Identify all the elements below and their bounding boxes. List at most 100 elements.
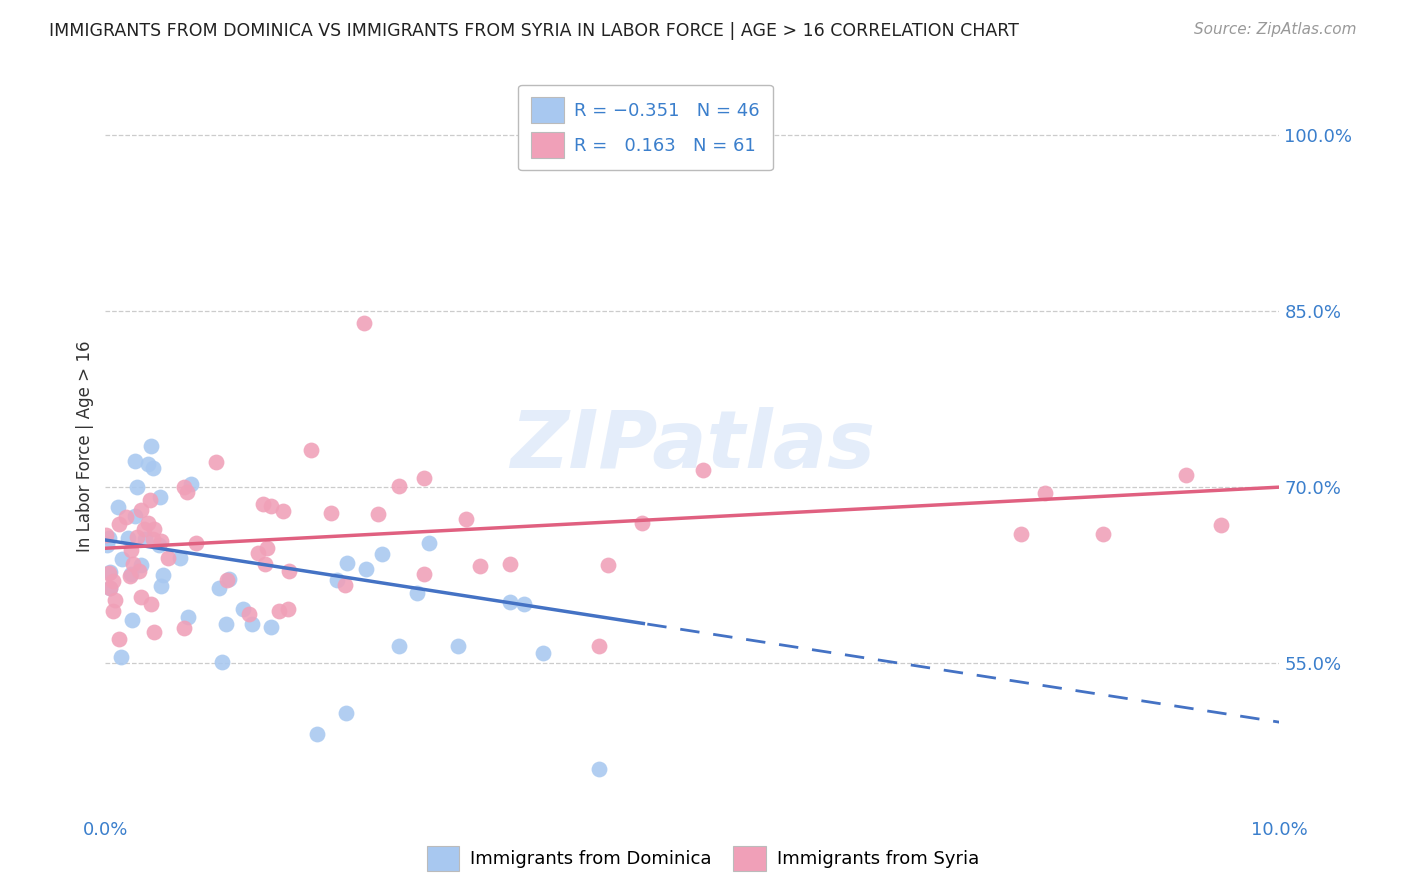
Point bbox=[305, 727, 328, 741]
Point bbox=[157, 550, 180, 565]
Point bbox=[169, 551, 191, 566]
Point bbox=[1092, 527, 1115, 541]
Point bbox=[149, 491, 172, 505]
Point bbox=[1010, 527, 1032, 541]
Point bbox=[353, 316, 375, 330]
Point bbox=[271, 504, 294, 518]
Point bbox=[278, 564, 301, 578]
Point bbox=[141, 597, 163, 611]
Point bbox=[1209, 517, 1232, 532]
Point bbox=[1174, 468, 1197, 483]
Point bbox=[177, 610, 200, 624]
Point bbox=[149, 534, 172, 549]
Point bbox=[120, 569, 142, 583]
Point bbox=[277, 601, 299, 615]
Legend: Immigrants from Dominica, Immigrants from Syria: Immigrants from Dominica, Immigrants fro… bbox=[420, 838, 986, 879]
Point bbox=[246, 546, 269, 560]
Point bbox=[588, 762, 610, 776]
Point bbox=[499, 558, 522, 572]
Point bbox=[299, 442, 322, 457]
Point bbox=[240, 616, 263, 631]
Point bbox=[692, 463, 714, 477]
Point bbox=[238, 607, 260, 621]
Point bbox=[129, 558, 152, 573]
Point bbox=[498, 595, 520, 609]
Point bbox=[121, 557, 143, 571]
Text: Source: ZipAtlas.com: Source: ZipAtlas.com bbox=[1194, 22, 1357, 37]
Point bbox=[454, 512, 477, 526]
Point bbox=[205, 454, 228, 468]
Point bbox=[94, 528, 117, 542]
Point bbox=[208, 581, 231, 595]
Point bbox=[335, 706, 357, 721]
Point bbox=[335, 578, 357, 592]
Point bbox=[180, 477, 202, 491]
Point bbox=[267, 604, 290, 618]
Point bbox=[125, 480, 148, 494]
Point bbox=[134, 532, 156, 546]
Point bbox=[186, 535, 208, 549]
Point bbox=[531, 646, 554, 660]
Point bbox=[371, 548, 394, 562]
Point bbox=[150, 579, 173, 593]
Point bbox=[142, 461, 165, 475]
Legend: R = −0.351   N = 46, R =   0.163   N = 61: R = −0.351 N = 46, R = 0.163 N = 61 bbox=[519, 85, 773, 170]
Point bbox=[148, 538, 170, 552]
Point bbox=[128, 565, 150, 579]
Point bbox=[388, 639, 411, 653]
Point bbox=[111, 552, 134, 566]
Point bbox=[107, 500, 129, 514]
Point bbox=[124, 454, 146, 468]
Point bbox=[588, 639, 610, 653]
Point bbox=[152, 568, 174, 582]
Point bbox=[120, 543, 142, 558]
Point bbox=[104, 593, 127, 607]
Point bbox=[596, 558, 619, 572]
Point bbox=[631, 516, 654, 530]
Point bbox=[260, 500, 283, 514]
Point bbox=[215, 574, 238, 588]
Point bbox=[412, 567, 434, 582]
Point bbox=[211, 656, 233, 670]
Point bbox=[108, 632, 131, 647]
Text: ZIPatlas: ZIPatlas bbox=[510, 407, 875, 485]
Point bbox=[447, 639, 470, 653]
Point bbox=[388, 479, 411, 493]
Point bbox=[1033, 486, 1056, 500]
Text: IMMIGRANTS FROM DOMINICA VS IMMIGRANTS FROM SYRIA IN LABOR FORCE | AGE > 16 CORR: IMMIGRANTS FROM DOMINICA VS IMMIGRANTS F… bbox=[49, 22, 1019, 40]
Point bbox=[143, 624, 166, 639]
Point bbox=[406, 586, 429, 600]
Point bbox=[412, 471, 434, 485]
Point bbox=[367, 507, 389, 521]
Point bbox=[256, 541, 278, 556]
Point bbox=[117, 531, 139, 545]
Point bbox=[124, 508, 146, 523]
Point bbox=[98, 565, 121, 579]
Point bbox=[176, 485, 198, 500]
Point bbox=[218, 572, 240, 586]
Point bbox=[110, 650, 132, 665]
Point bbox=[115, 510, 138, 524]
Point bbox=[101, 604, 124, 618]
Point bbox=[134, 522, 156, 536]
Point bbox=[142, 522, 165, 536]
Point bbox=[98, 581, 121, 595]
Point bbox=[142, 533, 165, 547]
Point bbox=[120, 567, 142, 582]
Point bbox=[418, 536, 440, 550]
Point bbox=[97, 566, 120, 580]
Point bbox=[129, 590, 152, 604]
Point bbox=[326, 573, 349, 587]
Point bbox=[107, 517, 129, 532]
Point bbox=[513, 597, 536, 611]
Point bbox=[173, 480, 195, 494]
Point bbox=[253, 557, 276, 571]
Point bbox=[354, 562, 377, 576]
Point bbox=[98, 581, 121, 595]
Point bbox=[232, 601, 254, 615]
Point bbox=[96, 538, 118, 552]
Point bbox=[214, 617, 236, 632]
Point bbox=[141, 439, 163, 453]
Point bbox=[252, 497, 274, 511]
Point bbox=[468, 558, 491, 573]
